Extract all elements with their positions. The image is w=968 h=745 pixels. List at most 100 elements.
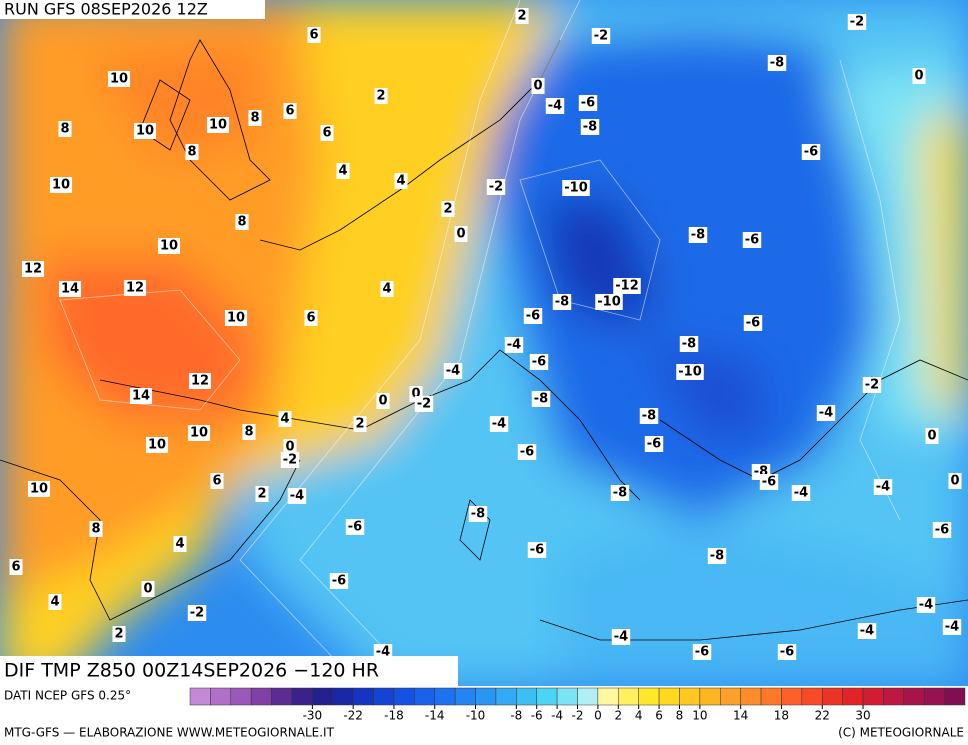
contour-label: 6: [306, 311, 315, 326]
colorbar-swatch: [618, 687, 639, 706]
label-bg: [692, 644, 712, 660]
label-bg: [916, 597, 936, 613]
label-bg: [517, 444, 537, 460]
label-bg: [591, 28, 611, 44]
contour-label: 0: [927, 429, 936, 444]
contour-label: -8: [534, 392, 548, 407]
label-bg: [847, 14, 867, 30]
label-bg: [380, 281, 394, 297]
contour-label: -6: [695, 645, 709, 660]
label-bg: [578, 95, 598, 111]
contour-label: -6: [581, 96, 595, 111]
contour-label: -4: [860, 624, 874, 639]
colorbar-tick-label: -22: [343, 709, 363, 723]
contour-label: 2: [443, 202, 452, 217]
colorbar-swatch: [760, 687, 782, 706]
contour-label: 6: [322, 126, 331, 141]
colorbar-swatch: [312, 687, 334, 706]
contour-label: 10: [110, 72, 128, 87]
contour-label: -6: [745, 233, 759, 248]
contour-label: 0: [456, 227, 465, 242]
label-bg: [304, 310, 318, 326]
label-bg: [58, 121, 72, 137]
label-bg: [552, 294, 572, 310]
label-bg: [210, 473, 224, 489]
label-bg: [173, 536, 187, 552]
colorbar-swatch: [821, 687, 843, 706]
contour-label: 2: [355, 417, 364, 432]
label-bg: [307, 27, 321, 43]
contour-label: -4: [614, 630, 628, 645]
label-bg: [283, 439, 297, 455]
contour-label: -2: [489, 180, 503, 195]
label-bg: [742, 232, 762, 248]
label-bg: [504, 337, 524, 353]
label-bg: [486, 179, 506, 195]
colorbar-swatch: [556, 687, 578, 706]
colorbar-tick-label: -4: [551, 709, 563, 723]
colorbar-swatch: [638, 687, 660, 706]
colorbar-swatch: [862, 687, 884, 706]
colorbar-tick-label: 14: [733, 709, 748, 723]
label-bg: [873, 479, 893, 495]
label-bg: [707, 548, 727, 564]
contour-label: -6: [935, 523, 949, 538]
label-bg: [531, 78, 545, 94]
copyright: (C) METEOGIORNALE: [838, 726, 964, 740]
contour-label: 4: [50, 595, 59, 610]
contour-label: 6: [212, 474, 221, 489]
contour-label: 6: [309, 28, 318, 43]
contour-label: -4: [876, 480, 890, 495]
label-bg: [280, 452, 300, 468]
label-bg: [545, 98, 565, 114]
contour-label: -8: [583, 120, 597, 135]
label-bg: [679, 336, 699, 352]
contour-label: -4: [492, 417, 506, 432]
label-bg: [857, 623, 877, 639]
colorbar-tick-label: -8: [510, 709, 522, 723]
colorbar-swatch: [516, 687, 537, 706]
run-label: RUN GFS 08SEP2026 12Z: [4, 0, 208, 19]
label-bg: [639, 408, 659, 424]
colorbar-swatch: [740, 687, 762, 706]
colorbar-swatch: [230, 687, 252, 706]
contour-label: -8: [555, 295, 569, 310]
contour-label: -4: [507, 338, 521, 353]
colorbar-tick-label: 22: [815, 709, 830, 723]
colorbar-swatch: [373, 687, 395, 706]
label-bg: [141, 581, 155, 597]
label-bg: [123, 280, 147, 296]
colorbar-swatch: [781, 687, 803, 706]
contour-label: 4: [396, 174, 405, 189]
colorbar-tick-label: -14: [425, 709, 445, 723]
colorbar-tick-label: -18: [384, 709, 404, 723]
contour-label: -10: [678, 365, 702, 380]
contour-label: 0: [533, 79, 542, 94]
colorbar-swatch: [842, 687, 864, 706]
label-bg: [791, 485, 811, 501]
contour-label: 4: [280, 412, 289, 427]
contour-label: 2: [257, 487, 266, 502]
contour-label: 0: [378, 394, 387, 409]
colorbar-swatch: [536, 687, 558, 706]
map-field: [0, 0, 968, 686]
colorbar-tick-label: 18: [774, 709, 789, 723]
contour-label: 4: [382, 282, 391, 297]
label-bg: [185, 144, 199, 160]
label-bg: [948, 473, 962, 489]
label-bg: [816, 405, 836, 421]
colorbar-swatch: [250, 687, 272, 706]
label-bg: [206, 117, 230, 133]
label-bg: [414, 396, 434, 412]
colorbar-swatch: [271, 687, 293, 706]
field-label: DIF TMP Z850 00Z14SEP2026 −120 HR: [4, 660, 379, 682]
label-bg: [336, 163, 350, 179]
contour-label: -4: [919, 598, 933, 613]
label-bg: [345, 519, 365, 535]
colorbar-swatch: [352, 687, 374, 706]
label-bg: [489, 416, 509, 432]
credit: MTG-GFS — ELABORAZIONE WWW.METEOGIORNALE…: [4, 726, 335, 740]
contour-label: -12: [615, 279, 639, 294]
colorbar-swatch: [577, 687, 599, 706]
label-bg: [145, 437, 169, 453]
